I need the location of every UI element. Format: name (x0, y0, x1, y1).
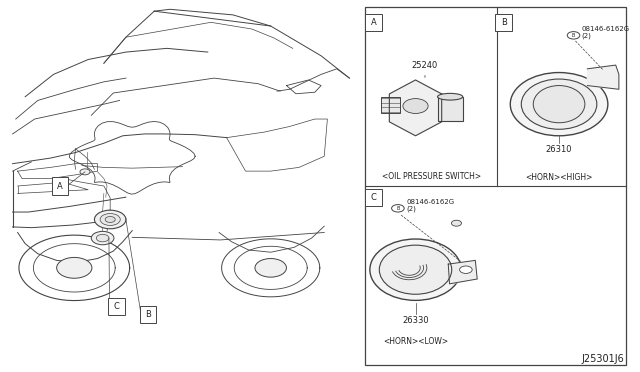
FancyBboxPatch shape (52, 177, 68, 195)
Ellipse shape (380, 245, 452, 294)
Text: 08146-6162G: 08146-6162G (582, 26, 630, 32)
Text: B: B (572, 33, 575, 38)
Text: B: B (396, 206, 399, 211)
Ellipse shape (533, 86, 585, 123)
Text: C: C (371, 193, 376, 202)
Circle shape (255, 259, 287, 277)
Text: B: B (500, 18, 507, 27)
Ellipse shape (438, 93, 463, 100)
Circle shape (80, 169, 90, 175)
Bar (365, 7, 627, 365)
Circle shape (97, 234, 109, 242)
Text: 08146-6162G: 08146-6162G (406, 199, 454, 205)
Text: (2): (2) (582, 33, 591, 39)
Text: <OIL PRESSURE SWITCH>: <OIL PRESSURE SWITCH> (381, 172, 481, 181)
Text: 26310: 26310 (546, 145, 572, 154)
Circle shape (403, 99, 428, 113)
Polygon shape (448, 260, 477, 284)
Text: <HORN><LOW>: <HORN><LOW> (383, 337, 448, 346)
Bar (381, 97, 400, 113)
Text: (2): (2) (406, 206, 416, 212)
Circle shape (95, 210, 126, 229)
FancyBboxPatch shape (140, 306, 156, 323)
Text: B: B (145, 310, 151, 319)
Circle shape (92, 231, 114, 245)
Polygon shape (389, 80, 442, 136)
Ellipse shape (510, 73, 608, 136)
Circle shape (392, 205, 404, 212)
Circle shape (100, 214, 120, 225)
Circle shape (460, 266, 472, 273)
Text: C: C (113, 302, 120, 311)
Ellipse shape (522, 79, 597, 129)
Text: <HORN><HIGH>: <HORN><HIGH> (525, 173, 593, 182)
Polygon shape (588, 65, 619, 89)
Circle shape (57, 257, 92, 278)
Text: J25301J6: J25301J6 (582, 354, 625, 364)
Text: A: A (57, 182, 63, 190)
Circle shape (567, 32, 580, 39)
Text: 26330: 26330 (402, 316, 429, 325)
FancyBboxPatch shape (108, 298, 125, 315)
FancyBboxPatch shape (365, 14, 381, 31)
Circle shape (451, 220, 461, 226)
Bar (438, 97, 463, 121)
Circle shape (105, 217, 115, 222)
FancyBboxPatch shape (495, 14, 512, 31)
Ellipse shape (370, 239, 461, 301)
Text: 25240: 25240 (412, 61, 438, 77)
FancyBboxPatch shape (365, 189, 381, 206)
Text: A: A (371, 18, 376, 27)
